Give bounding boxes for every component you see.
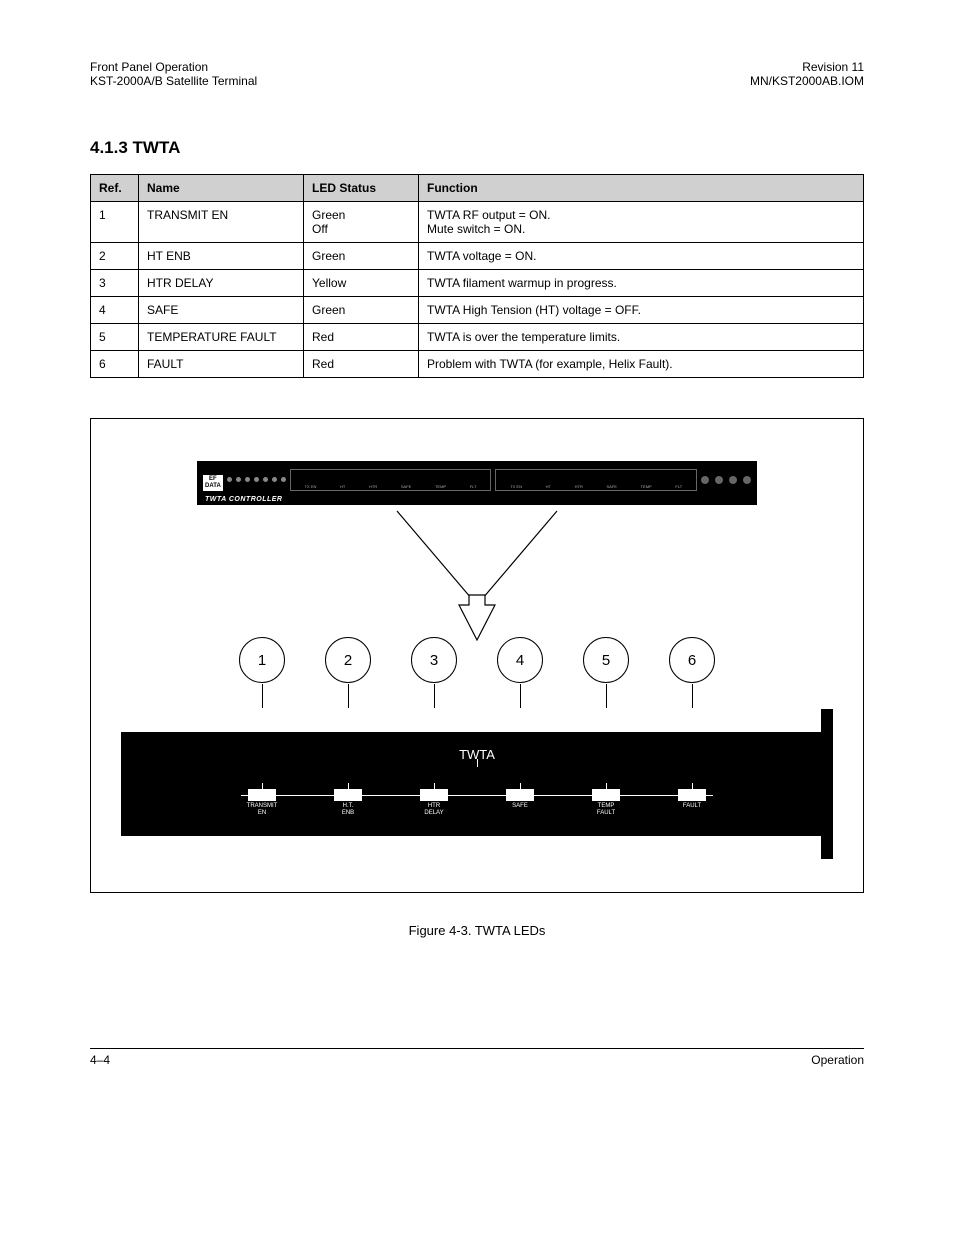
footer-right: Operation bbox=[811, 1053, 864, 1067]
th-func: Function bbox=[419, 175, 864, 202]
led-label-text: H.T. ENB bbox=[342, 803, 354, 817]
table-row: 1TRANSMIT ENGreen OffTWTA RF output = ON… bbox=[91, 202, 864, 243]
table-cell: HT ENB bbox=[139, 243, 304, 270]
callout-circle-5: 5 bbox=[583, 637, 629, 683]
led-tick bbox=[262, 783, 263, 789]
led-tick bbox=[692, 783, 693, 789]
led-label-text: FAULT bbox=[683, 803, 701, 810]
table-cell: Red bbox=[304, 351, 419, 378]
table-body: 1TRANSMIT ENGreen OffTWTA RF output = ON… bbox=[91, 202, 864, 378]
led-label-text: TEMP FAULT bbox=[597, 803, 615, 817]
table-row: 3HTR DELAYYellowTWTA filament warmup in … bbox=[91, 270, 864, 297]
panel-right-controls bbox=[701, 476, 751, 484]
table-cell: TRANSMIT EN bbox=[139, 202, 304, 243]
th-status: LED Status bbox=[304, 175, 419, 202]
led-tick bbox=[434, 783, 435, 789]
table-cell: TWTA voltage = ON. bbox=[419, 243, 864, 270]
page: Front Panel Operation KST-2000A/B Satell… bbox=[0, 0, 954, 1117]
figure-container: EF DATA TX ENHTHTRSAFETEMPFLT TX ENHTHTR… bbox=[90, 418, 864, 893]
table-cell: SAFE bbox=[139, 297, 304, 324]
header-right-line1: Revision 11 bbox=[750, 60, 864, 74]
section-title: 4.1.3 TWTA bbox=[90, 138, 864, 158]
arrow-indicator bbox=[347, 505, 607, 645]
led-label-text: SAFE bbox=[512, 803, 528, 810]
table-cell: 2 bbox=[91, 243, 139, 270]
table-header-row: Ref. Name LED Status Function bbox=[91, 175, 864, 202]
table-cell: Problem with TWTA (for example, Helix Fa… bbox=[419, 351, 864, 378]
table-cell: Yellow bbox=[304, 270, 419, 297]
callout-circle-6: 6 bbox=[669, 637, 715, 683]
table-cell: TEMPERATURE FAULT bbox=[139, 324, 304, 351]
panel-leds-left bbox=[227, 477, 286, 482]
page-footer: 4–4 Operation bbox=[90, 1048, 864, 1067]
panel-knob-3 bbox=[729, 476, 737, 484]
th-name: Name bbox=[139, 175, 304, 202]
table-cell: Green bbox=[304, 297, 419, 324]
panel-label-text: TWTA CONTROLLER bbox=[205, 496, 283, 503]
callout-circle-1: 1 bbox=[239, 637, 285, 683]
table-cell: HTR DELAY bbox=[139, 270, 304, 297]
panel-knob-2 bbox=[715, 476, 723, 484]
led-label-text: TRANSMIT EN bbox=[247, 803, 278, 817]
twta-table: Ref. Name LED Status Function 1TRANSMIT … bbox=[90, 174, 864, 378]
panel-knob-1 bbox=[701, 476, 709, 484]
led-label-text: HTR DELAY bbox=[424, 803, 443, 817]
group-tick-up bbox=[477, 759, 478, 767]
led-tick bbox=[348, 783, 349, 789]
table-cell: 4 bbox=[91, 297, 139, 324]
table-row: 6FAULTRedProblem with TWTA (for example,… bbox=[91, 351, 864, 378]
callout-circle-3: 3 bbox=[411, 637, 457, 683]
table-cell: TWTA RF output = ON. Mute switch = ON. bbox=[419, 202, 864, 243]
panel-logo: EF DATA bbox=[203, 475, 223, 491]
callout-circle-4: 4 bbox=[497, 637, 543, 683]
th-ref: Ref. bbox=[91, 175, 139, 202]
table-cell: 3 bbox=[91, 270, 139, 297]
table-cell: 5 bbox=[91, 324, 139, 351]
callout-circle-2: 2 bbox=[325, 637, 371, 683]
circles-row: 123456 bbox=[91, 637, 863, 683]
header-left-line2: KST-2000A/B Satellite Terminal bbox=[90, 74, 257, 88]
table-cell: FAULT bbox=[139, 351, 304, 378]
led-tick bbox=[606, 783, 607, 789]
panel-twta2-box: TX ENHTHTRSAFETEMPFLT bbox=[495, 469, 697, 491]
panel-knob-4 bbox=[743, 476, 751, 484]
led-tick bbox=[520, 783, 521, 789]
group-line bbox=[241, 795, 713, 796]
header-left: Front Panel Operation KST-2000A/B Satell… bbox=[90, 60, 257, 88]
header-right-line2: MN/KST2000AB.IOM bbox=[750, 74, 864, 88]
table-cell: 1 bbox=[91, 202, 139, 243]
table-cell: Green Off bbox=[304, 202, 419, 243]
table-cell: TWTA filament warmup in progress. bbox=[419, 270, 864, 297]
panel-twta1-box: TX ENHTHTRSAFETEMPFLT bbox=[290, 469, 492, 491]
footer-left: 4–4 bbox=[90, 1053, 110, 1067]
table-cell: TWTA High Tension (HT) voltage = OFF. bbox=[419, 297, 864, 324]
wave-bot bbox=[121, 836, 821, 860]
header-right: Revision 11 MN/KST2000AB.IOM bbox=[750, 60, 864, 88]
controller-panel: EF DATA TX ENHTHTRSAFETEMPFLT TX ENHTHTR… bbox=[197, 461, 757, 505]
header-left-line1: Front Panel Operation bbox=[90, 60, 257, 74]
table-cell: TWTA is over the temperature limits. bbox=[419, 324, 864, 351]
table-row: 4SAFEGreenTWTA High Tension (HT) voltage… bbox=[91, 297, 864, 324]
figure-caption: Figure 4-3. TWTA LEDs bbox=[90, 923, 864, 938]
table-cell: Green bbox=[304, 243, 419, 270]
table-cell: 6 bbox=[91, 351, 139, 378]
page-header: Front Panel Operation KST-2000A/B Satell… bbox=[90, 60, 864, 88]
panel-detail-strip: TWTA TRANSMIT ENH.T. ENBHTR DELAYSAFETEM… bbox=[121, 709, 833, 859]
table-cell: Red bbox=[304, 324, 419, 351]
table-row: 2HT ENBGreenTWTA voltage = ON. bbox=[91, 243, 864, 270]
wave-top bbox=[121, 708, 821, 732]
table-row: 5TEMPERATURE FAULTRedTWTA is over the te… bbox=[91, 324, 864, 351]
